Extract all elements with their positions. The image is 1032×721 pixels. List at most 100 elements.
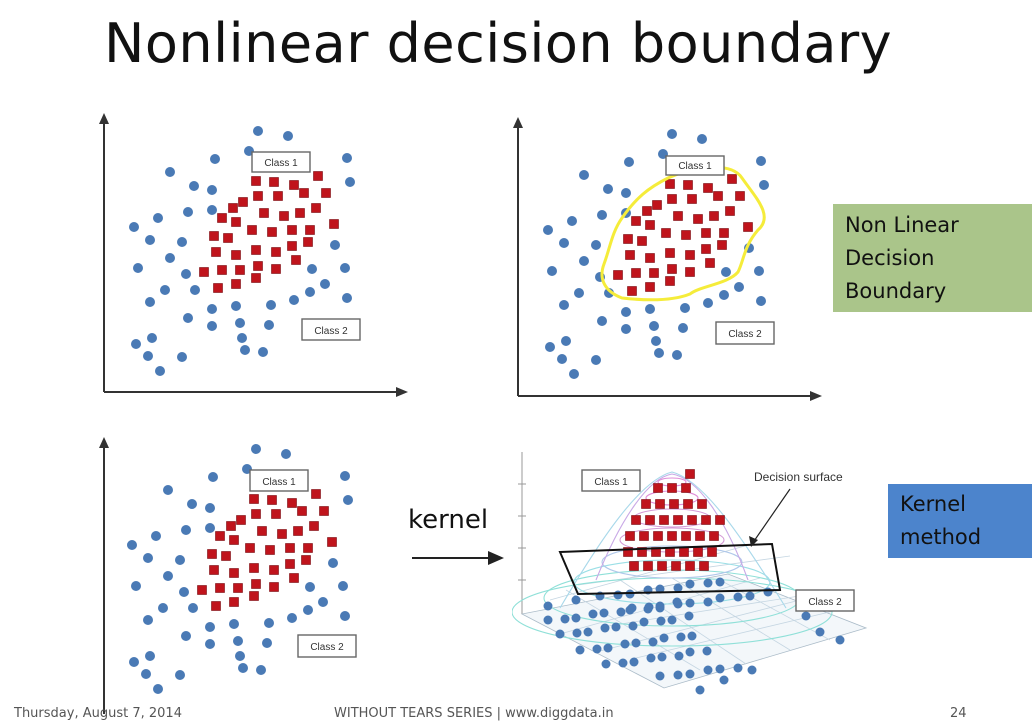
class2-point — [131, 581, 141, 591]
class2-point — [684, 611, 694, 621]
class2-point — [127, 540, 137, 550]
class2-point — [685, 669, 695, 679]
class2-point — [600, 623, 610, 633]
class2-point — [238, 663, 248, 673]
class2-point — [703, 578, 713, 588]
kernel-3d-plot: Class 1 Decision surface Class 2 — [512, 452, 868, 695]
class1-point — [215, 531, 225, 541]
class2-point — [281, 449, 291, 459]
3d-axes — [518, 452, 526, 614]
class1-point — [231, 250, 241, 260]
class2-point — [685, 647, 695, 657]
class2-point — [205, 639, 215, 649]
class1-point — [295, 208, 305, 218]
class2-point — [631, 638, 641, 648]
class2-point — [208, 472, 218, 482]
class1-point — [657, 561, 667, 571]
class1-point — [229, 535, 239, 545]
class2-point — [155, 366, 165, 376]
note-line: Non Linear — [845, 213, 959, 237]
class2-point — [557, 354, 567, 364]
class2-point — [143, 615, 153, 625]
class1-point — [667, 483, 677, 493]
class1-label: Class 1 — [264, 158, 298, 169]
class2-label-box — [301, 318, 361, 341]
class2-point — [597, 210, 607, 220]
class2-point — [651, 336, 661, 346]
class1-point — [211, 601, 221, 611]
cropped-top-fragment — [838, 0, 878, 8]
class2-point — [305, 582, 315, 592]
class1-point — [669, 499, 679, 509]
scatter-plot-bottom-left: Class 1 Class 2 — [99, 437, 357, 714]
class2-point — [165, 253, 175, 263]
class2-point — [253, 126, 263, 136]
class1-point — [673, 515, 683, 525]
class1-point — [269, 582, 279, 592]
class2-point — [235, 318, 245, 328]
class2-point — [672, 350, 682, 360]
class2-point — [643, 604, 653, 614]
class2-point — [715, 577, 725, 587]
y-axis-arrow — [99, 113, 109, 124]
class2-point — [543, 225, 553, 235]
class1-point — [659, 515, 669, 525]
class1-point — [233, 583, 243, 593]
class2-point — [603, 643, 613, 653]
class2-point — [655, 671, 665, 681]
class1-point — [269, 565, 279, 575]
class2-point — [574, 288, 584, 298]
class2-point — [187, 499, 197, 509]
class2-point — [181, 631, 191, 641]
class1-point — [285, 559, 295, 569]
class1-point — [287, 225, 297, 235]
class1-point — [271, 247, 281, 257]
x-axis-arrow — [396, 387, 408, 397]
class1-point — [681, 483, 691, 493]
scatter-plot-top-left: Class 1 Class 2 — [99, 113, 408, 397]
class2-point — [264, 618, 274, 628]
class2-point — [283, 131, 293, 141]
class2-point — [131, 339, 141, 349]
class2-point — [141, 669, 151, 679]
footer-date: Thursday, August 7, 2014 — [14, 706, 182, 721]
note-line: Kernel — [900, 492, 966, 516]
class2-point — [175, 670, 185, 680]
class2-point — [721, 267, 731, 277]
class2-point — [287, 613, 297, 623]
y-axis-arrow — [513, 117, 523, 128]
class1-point — [665, 179, 675, 189]
class1-point — [253, 261, 263, 271]
class2-point — [177, 352, 187, 362]
class2-point — [328, 558, 338, 568]
class2-point — [207, 304, 217, 314]
class2-point — [620, 639, 630, 649]
class2-label: Class 2 — [314, 326, 348, 337]
class2-point — [188, 603, 198, 613]
class2-point — [579, 170, 589, 180]
class1-point — [725, 206, 735, 216]
class1-point — [665, 276, 675, 286]
class1-point — [213, 283, 223, 293]
class2-point — [815, 627, 825, 637]
class2-point — [165, 167, 175, 177]
nonlinear-boundary-note: Non Linear Decision Boundary — [833, 204, 1032, 312]
class2-point — [545, 342, 555, 352]
class2-point — [307, 264, 317, 274]
class1-point — [277, 529, 287, 539]
class1-point — [685, 469, 695, 479]
class2-point — [129, 222, 139, 232]
class2-point — [703, 597, 713, 607]
class1-point — [285, 543, 295, 553]
class2-point — [667, 129, 677, 139]
class2-point — [561, 336, 571, 346]
class1-point — [269, 177, 279, 187]
class1-point — [291, 255, 301, 265]
footer-series: WITHOUT TEARS SERIES | www.diggdata.in — [334, 706, 614, 721]
class1-point — [329, 219, 339, 229]
class1-point — [279, 211, 289, 221]
class2-point — [759, 180, 769, 190]
class1-point — [707, 547, 717, 557]
class1-point — [221, 551, 231, 561]
class1-point — [717, 240, 727, 250]
